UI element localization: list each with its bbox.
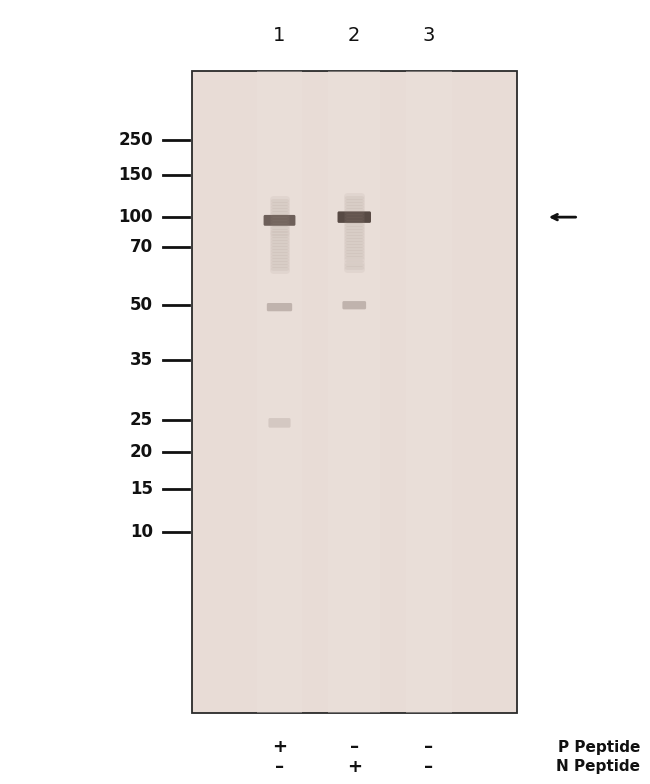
Text: P Peptide: P Peptide [558,739,640,755]
Text: 15: 15 [130,480,153,498]
FancyBboxPatch shape [343,301,366,310]
Text: –: – [275,758,284,775]
Text: N Peptide: N Peptide [556,759,640,775]
FancyBboxPatch shape [264,215,295,226]
Text: 25: 25 [129,411,153,429]
Text: 3: 3 [422,26,436,45]
Text: 70: 70 [129,238,153,256]
Text: 50: 50 [130,296,153,314]
Text: +: + [272,739,287,756]
Text: 150: 150 [118,166,153,184]
FancyBboxPatch shape [268,418,291,427]
Text: –: – [350,739,359,756]
FancyBboxPatch shape [337,212,371,223]
Text: 10: 10 [130,523,153,541]
Bar [192,71,517,713]
Text: 1: 1 [273,26,286,45]
Text: 20: 20 [129,443,153,461]
Text: –: – [424,739,434,756]
Text: 100: 100 [118,208,153,226]
Text: 250: 250 [118,131,153,149]
FancyBboxPatch shape [266,303,292,311]
Text: 2: 2 [348,26,361,45]
Bar [406,71,452,713]
Bar [328,71,380,713]
Text: –: – [424,758,434,775]
Text: 35: 35 [129,351,153,368]
Bar [257,71,302,713]
Text: +: + [346,758,362,775]
